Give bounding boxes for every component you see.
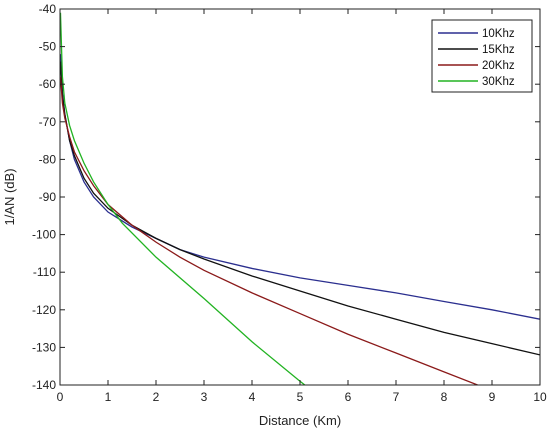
x-tick-label: 4 (249, 390, 256, 404)
series-line-20Khz (60, 76, 478, 385)
y-tick-label: -90 (39, 190, 57, 204)
x-tick-label: 8 (441, 390, 448, 404)
x-axis-title: Distance (Km) (259, 413, 341, 428)
y-tick-label: -100 (32, 228, 56, 242)
y-tick-label: -40 (39, 2, 57, 16)
legend-label-30Khz: 30Khz (482, 76, 515, 88)
y-axis-title: 1/AN (dB) (2, 168, 17, 225)
series-line-15Khz (60, 61, 540, 356)
y-tick-label: -50 (39, 40, 57, 54)
x-tick-label: 2 (153, 390, 160, 404)
x-tick-label: 3 (201, 390, 208, 404)
x-tick-label: 10 (533, 390, 547, 404)
y-tick-label: -60 (39, 77, 57, 91)
x-tick-label: 1 (105, 390, 112, 404)
ticks-layer: 0 1 2 3 4 5 6 7 8 9 10 -40 -50 -60 -70 -80 -90 -100 -110 -1… (32, 2, 547, 404)
series-layer (60, 12, 540, 385)
legend: 10Khz 15Khz 20Khz 30Khz (431, 19, 533, 93)
legend-label-15Khz: 15Khz (482, 44, 515, 56)
y-tick-label: -120 (32, 303, 56, 317)
y-tick-label: -140 (32, 378, 56, 392)
legend-label-20Khz: 20Khz (482, 60, 515, 72)
x-tick-label: 9 (489, 390, 496, 404)
legend-box (431, 19, 533, 93)
y-tick-label: -80 (39, 152, 57, 166)
series-line-30Khz (60, 12, 306, 385)
x-tick-label: 7 (393, 390, 400, 404)
y-tick-label: -70 (39, 115, 57, 129)
y-tick-label: -130 (32, 340, 56, 354)
x-tick-label: 5 (297, 390, 304, 404)
x-tick-label: 0 (57, 390, 64, 404)
legend-label-10Khz: 10Khz (482, 28, 515, 40)
x-tick-label: 6 (345, 390, 352, 404)
y-tick-label: -110 (33, 265, 56, 279)
